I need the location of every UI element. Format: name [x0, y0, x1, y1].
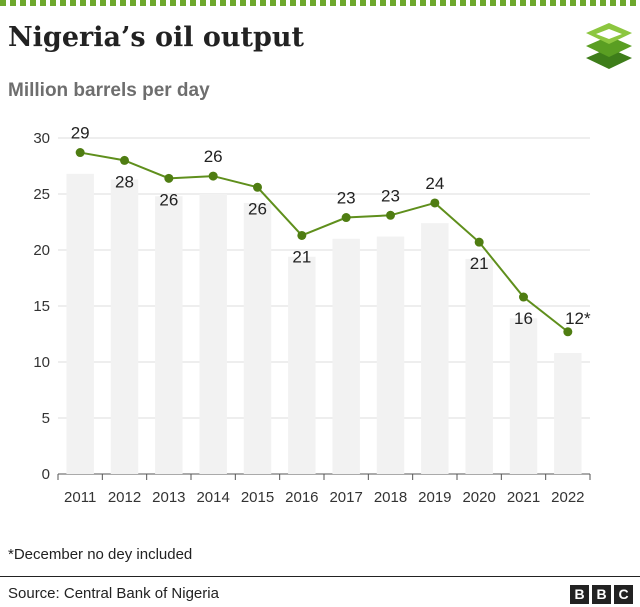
x-tick-label: 2013	[152, 489, 185, 506]
data-point	[519, 292, 528, 302]
chart-title: Nigeria’s oil output	[8, 22, 304, 53]
y-tick-label: 5	[42, 410, 50, 427]
bbc-letter-b1: B	[570, 585, 589, 604]
x-axis: 2011 2012 2013 2014 2015 2016 2017 2018 2019 2020…	[57, 474, 591, 506]
y-tick-label: 10	[33, 354, 50, 371]
data-label: 26	[159, 190, 178, 209]
source-note: Source: Central Bank of Nigeria	[8, 585, 219, 602]
data-point	[253, 182, 262, 192]
x-tick-label: 2012	[108, 489, 141, 506]
y-tick-label: 15	[33, 298, 50, 315]
data-labels: 29 28 26 26 26 21 23 23 24 21 16 12*	[71, 124, 591, 328]
background-bar	[155, 196, 183, 474]
data-label: 12*	[565, 309, 591, 328]
background-bar	[376, 236, 405, 474]
y-tick-label: 30	[33, 130, 50, 147]
data-point	[75, 148, 85, 158]
data-point	[386, 210, 395, 220]
background-bar	[288, 256, 316, 474]
background-bar	[509, 318, 538, 474]
background-bar	[421, 223, 449, 474]
x-tick-label: 2014	[196, 489, 229, 506]
data-label: 16	[514, 309, 533, 328]
bbc-letter-b2: B	[592, 585, 611, 604]
x-tick-label: 2017	[329, 489, 362, 506]
data-label: 28	[115, 172, 134, 191]
y-tick-label: 20	[33, 242, 50, 259]
data-label: 26	[248, 199, 267, 218]
footnote: *December no dey included	[8, 546, 193, 563]
data-point	[120, 155, 129, 165]
background-bar	[199, 194, 227, 474]
x-tick-label: 2011	[64, 489, 96, 506]
data-point	[474, 237, 484, 247]
data-point	[297, 230, 307, 240]
background-bar	[554, 353, 582, 474]
data-label: 21	[292, 247, 311, 266]
background-bar	[66, 173, 94, 474]
background-bar	[243, 202, 272, 474]
data-points	[75, 148, 573, 337]
series-line	[79, 151, 569, 333]
background-area	[66, 173, 582, 474]
x-tick-label: 2019	[418, 489, 451, 506]
series-polyline	[79, 151, 569, 333]
x-tick-label: 2018	[374, 489, 407, 506]
background-bar	[110, 179, 139, 474]
top-stripe	[0, 0, 640, 6]
data-label: 23	[381, 186, 400, 205]
data-label: 21	[470, 254, 489, 273]
green-layers-icon	[586, 23, 632, 69]
bbc-logo: B B C	[570, 585, 633, 604]
footer-divider	[0, 576, 640, 577]
data-label: 23	[337, 189, 356, 208]
x-tick-label: 2022	[551, 489, 584, 506]
background-bar	[332, 238, 360, 474]
x-tick-label: 2020	[462, 489, 495, 506]
y-tick-label: 0	[42, 466, 50, 483]
x-tick-label: 2015	[241, 489, 274, 506]
data-label: 26	[204, 147, 223, 166]
background-bar	[465, 258, 493, 474]
x-tick-label: 2021	[507, 489, 540, 506]
y-tick-label: 25	[33, 186, 50, 203]
data-point	[430, 198, 440, 208]
data-point	[164, 173, 174, 183]
data-point	[563, 327, 573, 337]
data-label: 24	[425, 174, 444, 193]
bbc-letter-c: C	[614, 585, 633, 604]
data-label: 29	[71, 124, 90, 143]
x-tick-label: 2016	[285, 489, 318, 506]
data-point	[341, 213, 351, 223]
data-point	[208, 171, 218, 181]
chart-subtitle: Million barrels per day	[8, 80, 210, 101]
